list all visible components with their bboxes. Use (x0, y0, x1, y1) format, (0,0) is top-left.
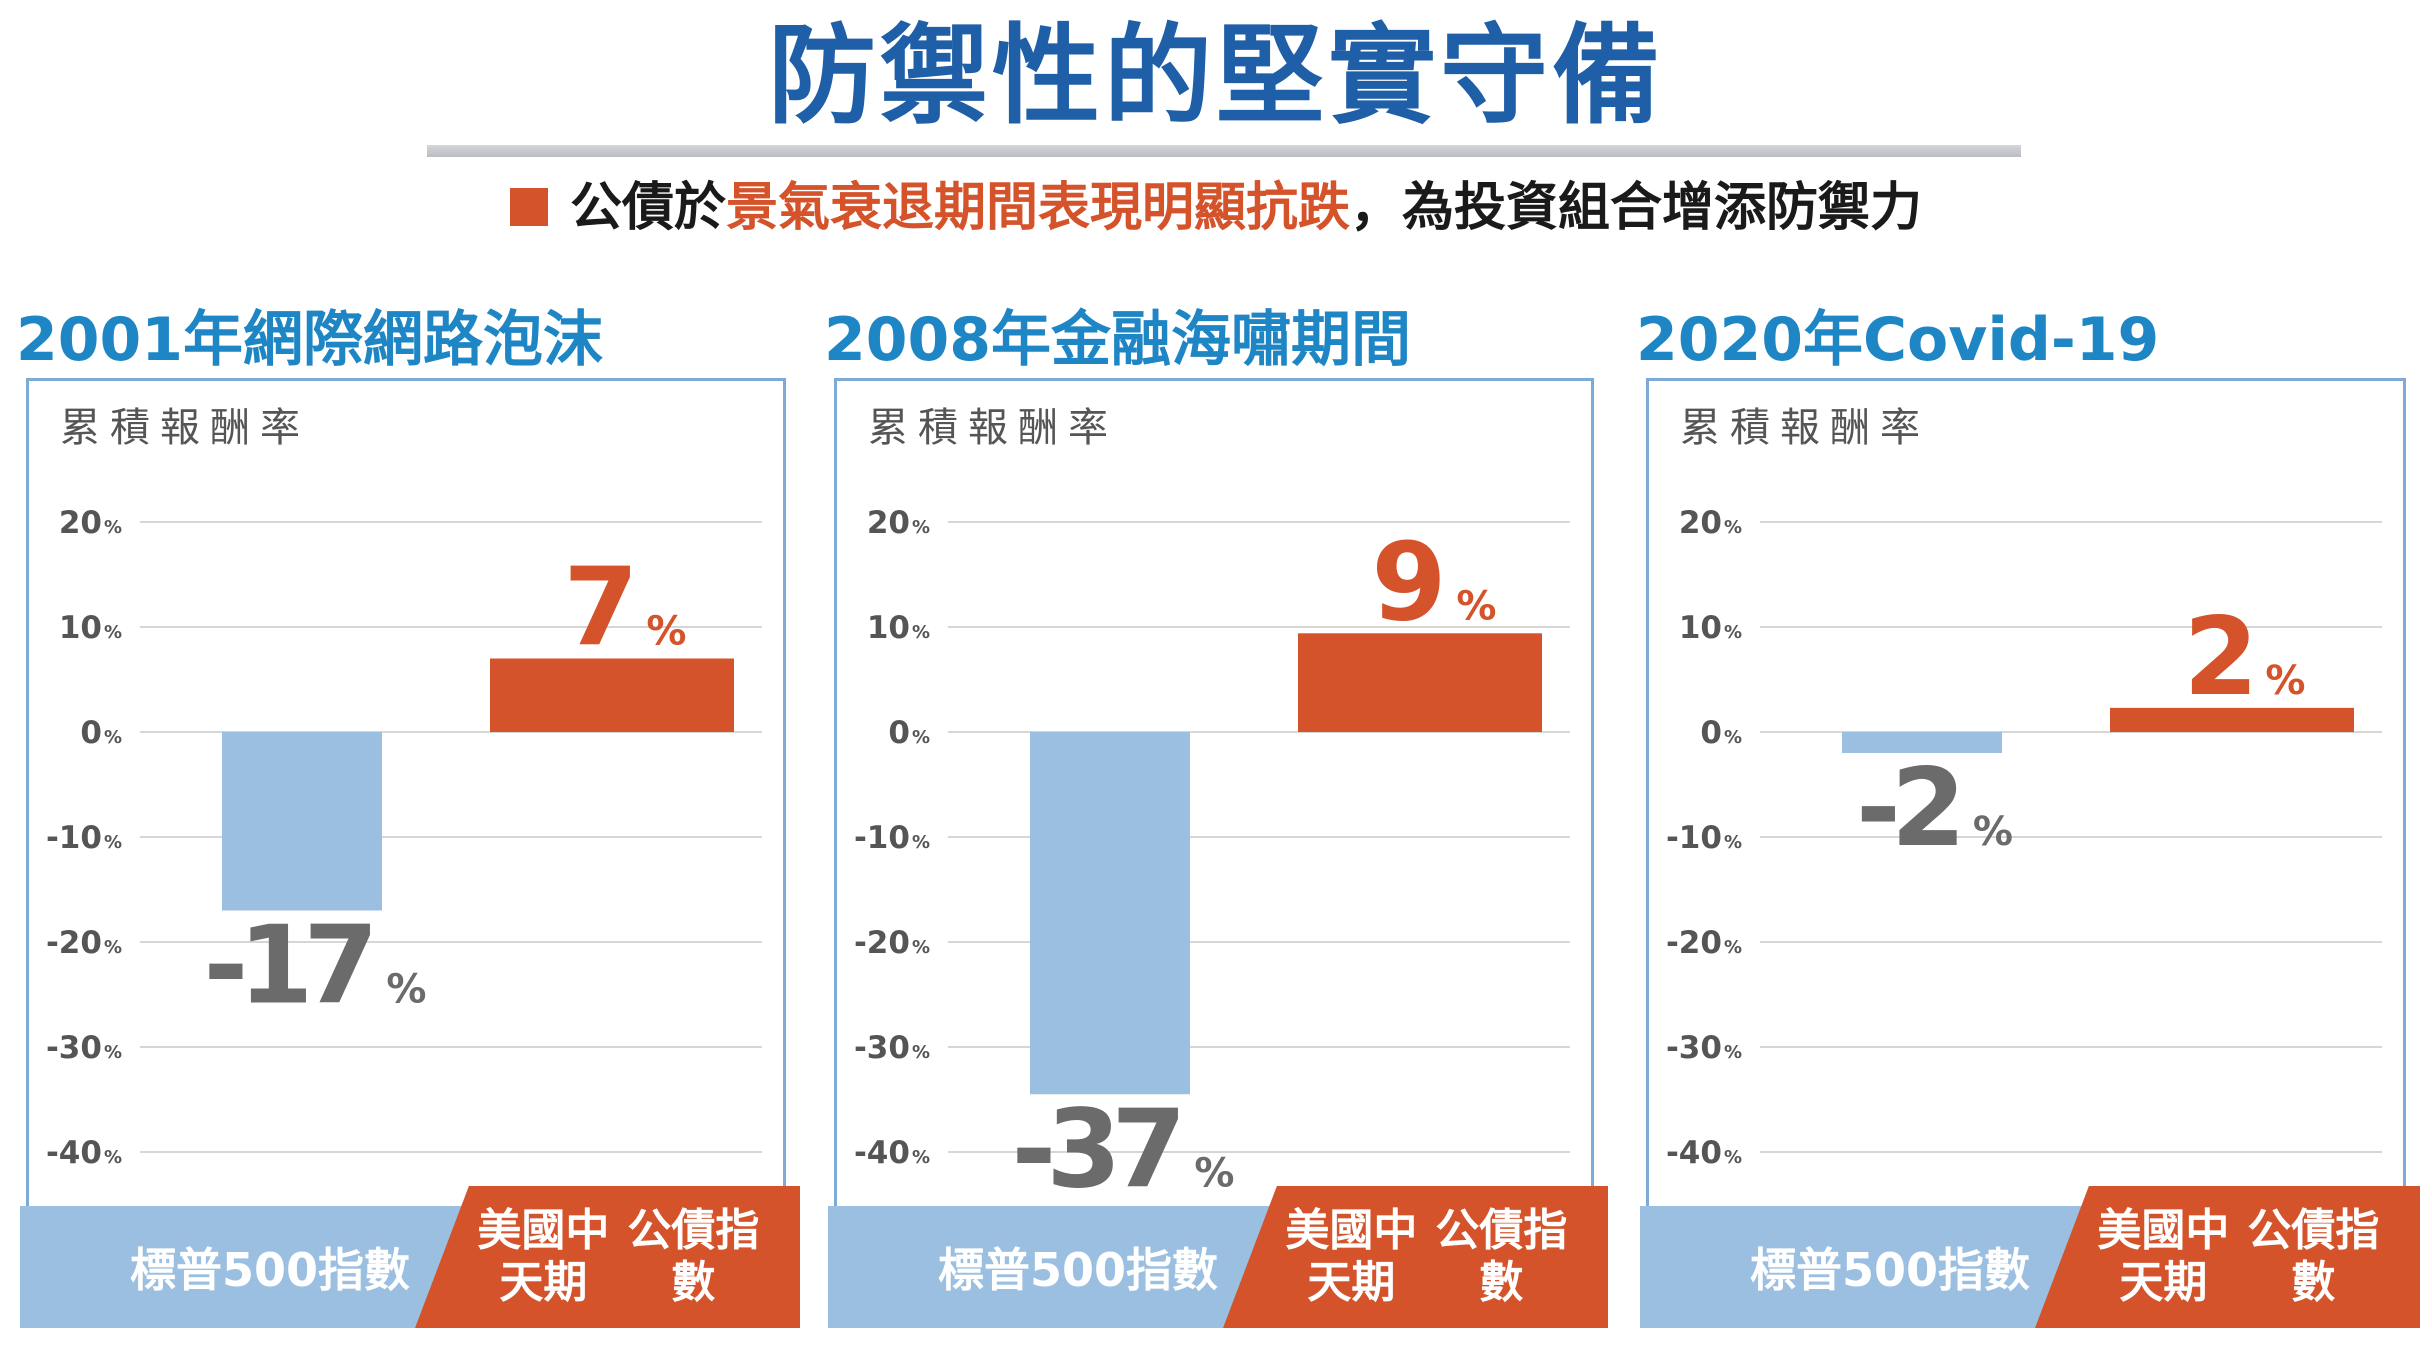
y-tick-unit: % (104, 1147, 122, 1168)
panel-title: 2008年金融海嘯期間 (824, 305, 1411, 375)
y-tick-label: -40% (46, 1135, 122, 1171)
legend-treasury-line2: 公債指數 (1435, 1205, 1568, 1308)
subtitle-suffix: ，為投資組合增添防禦力 (1350, 178, 1923, 238)
y-tick-unit: % (912, 937, 930, 958)
legend-treasury-label: 美國中天期 公債指數 (2080, 1186, 2380, 1328)
y-tick-label: -10% (46, 820, 122, 856)
y-tick-label: 0% (80, 715, 122, 751)
bar-chart: 20 % 10 % 0 % -10 % -20 % -30 % -40 % -17 % 7% (46, 505, 762, 1171)
y-tick-unit: % (912, 832, 930, 853)
y-tick-label: 20% (59, 505, 122, 541)
y-tick-unit: % (104, 622, 122, 643)
y-tick-unit: % (1724, 937, 1742, 958)
legend-treasury-bg (1223, 1186, 1608, 1328)
bar-chart: 20 % 10 % 0 % -10 % -20 % -30 % -40 % -2 % 2% (1666, 505, 2382, 1171)
y-tick-label: -30% (1666, 1030, 1742, 1066)
value-label-sp500: -2 (1856, 746, 1957, 871)
legend-sp500-label: 標普500指數 (937, 1243, 1219, 1297)
value-label-treasury: 2 (2183, 595, 2249, 720)
panel-frame (834, 378, 1594, 1308)
bar-sp500 (1842, 732, 2002, 753)
panel-title: 2020年Covid-19 (1636, 305, 2160, 375)
chart-panel: 2008年金融海嘯期間 累積報酬率 20% 10% 0% -10% -20% -30% -4… (808, 300, 1608, 1346)
y-tick-unit: % (912, 1147, 930, 1168)
y-axis-label: 累積報酬率 (60, 405, 310, 451)
subtitle-prefix: 公債於 (569, 178, 726, 238)
panel-title: 2001年網際網路泡沫 (16, 305, 603, 375)
y-tick-label: -40% (1666, 1135, 1742, 1171)
y-tick-label: -10% (854, 820, 930, 856)
y-tick-unit: % (1724, 1147, 1742, 1168)
value-label-sp500: -37 (1011, 1087, 1178, 1212)
y-tick-unit: % (104, 937, 122, 958)
value-label-treasury: 7 (563, 546, 630, 671)
legend-sp500-label: 標普500指數 (129, 1243, 411, 1297)
page-title: 防禦性的堅實守備 (767, 14, 1664, 139)
y-tick-label: 0% (1700, 715, 1742, 751)
legend-treasury-label: 美國中天期 公債指數 (460, 1186, 760, 1328)
y-axis-label: 累積報酬率 (1680, 405, 1930, 451)
value-label-sp500: -17 (203, 904, 370, 1029)
y-tick-label: 20% (1679, 505, 1742, 541)
panel-frame (1646, 378, 2406, 1308)
title-divider (427, 145, 2021, 157)
y-tick-unit: % (1724, 832, 1742, 853)
y-tick-unit: % (1724, 622, 1742, 643)
y-tick-unit: % (912, 1042, 930, 1063)
legend-treasury-line2: 公債指數 (627, 1205, 760, 1308)
bar-treasury (2110, 707, 2354, 732)
legend-treasury-label: 美國中天期 公債指數 (1268, 1186, 1568, 1328)
value-label-unit: % (386, 967, 426, 1013)
y-tick-unit: % (104, 727, 122, 748)
y-tick-unit: % (104, 832, 122, 853)
y-tick-label: -20% (1666, 925, 1742, 961)
value-label-unit: % (1456, 583, 1496, 629)
y-tick-label: -10% (1666, 820, 1742, 856)
y-tick-unit: % (912, 622, 930, 643)
legend-treasury-line1: 美國中天期 (477, 1205, 610, 1308)
value-label-unit: % (646, 609, 686, 655)
bar-sp500 (222, 732, 382, 911)
value-label-unit: % (1973, 809, 2013, 855)
legend-treasury-line2: 公債指數 (2247, 1205, 2380, 1308)
bar-chart: 20 % 10 % 0 % -10 % -20 % -30 % -40% -37 % 9% (854, 505, 1570, 1212)
legend-treasury-bg (415, 1186, 800, 1328)
value-label-unit: % (2265, 658, 2305, 704)
y-tick-unit: % (1724, 1042, 1742, 1063)
chart-panel: 2001年網際網路泡沫 累積報酬率 20% 10% 0% -10% -20% -30% -4… (0, 300, 800, 1346)
bar-treasury (490, 658, 734, 732)
y-tick-label: 10% (1679, 610, 1742, 646)
legend-treasury-line1: 美國中天期 (2097, 1205, 2230, 1308)
y-tick-label: -30% (46, 1030, 122, 1066)
y-tick-unit: % (1724, 727, 1742, 748)
y-tick-label: -40% (854, 1135, 930, 1171)
y-tick-label: -20% (854, 925, 930, 961)
y-tick-unit: % (912, 727, 930, 748)
chart-panel: 2020年Covid-19 累積報酬率 20% 10% 0% -10% -20% -30%… (1620, 300, 2420, 1346)
y-tick-label: -30% (854, 1030, 930, 1066)
square-bullet-icon (509, 188, 548, 226)
legend-sp500-label: 標普500指數 (1749, 1243, 2031, 1297)
y-tick-label: 20% (867, 505, 930, 541)
y-tick-unit: % (104, 517, 122, 538)
y-tick-label: 0% (888, 715, 930, 751)
y-tick-unit: % (912, 517, 930, 538)
bar-sp500 (1030, 732, 1190, 1095)
panel-frame (26, 378, 786, 1308)
legend-treasury-line1: 美國中天期 (1285, 1205, 1418, 1308)
value-label-treasury: 9 (1371, 520, 1440, 645)
y-tick-label: 10% (867, 610, 930, 646)
y-tick-unit: % (1724, 517, 1742, 538)
y-axis-label: 累積報酬率 (868, 405, 1118, 451)
subtitle: 公債於景氣衰退期間表現明顯抗跌，為投資組合增添防禦力 (0, 168, 2432, 248)
legend-treasury-bg (2035, 1186, 2420, 1328)
y-tick-unit: % (104, 1042, 122, 1063)
value-label-unit: % (1194, 1150, 1234, 1196)
subtitle-highlight: 景氣衰退期間表現明顯抗跌 (725, 178, 1350, 238)
bar-treasury (1298, 633, 1542, 732)
y-tick-label: -20% (46, 925, 122, 961)
y-tick-label: 10% (59, 610, 122, 646)
